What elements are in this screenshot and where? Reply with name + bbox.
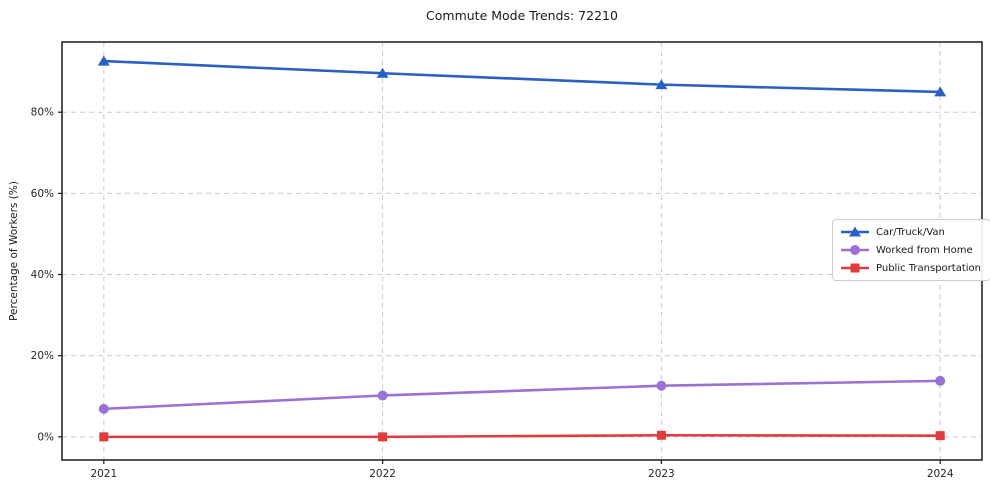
series-marker-worked-from-home <box>98 403 109 414</box>
chart-title: Commute Mode Trends: 72210 <box>426 8 618 23</box>
y-tick-label: 40% <box>31 269 54 281</box>
legend-item-worked-from-home: Worked from Home <box>840 243 981 257</box>
axis-ticks: 2021 2022 2023 2024 0% 20% 40% 60% 80% <box>31 107 954 480</box>
series-marker-car-truck-van <box>934 86 947 97</box>
circle-marker-swatch-icon <box>841 245 869 255</box>
y-tick-label: 20% <box>31 350 54 362</box>
legend: Car/Truck/Van Worked from Home Public Tran… <box>832 219 990 281</box>
triangle-marker-swatch-icon <box>841 226 869 237</box>
y-tick-label: 60% <box>31 188 54 200</box>
series-marker-public-transportation <box>378 432 388 442</box>
series-marker-public-transportation <box>935 431 945 441</box>
series-marker-car-truck-van <box>376 67 389 78</box>
series-marker-public-transportation <box>656 430 666 440</box>
series-lines <box>97 55 947 442</box>
legend-label: Public Transportation <box>876 262 981 274</box>
series-line-worked-from-home <box>102 379 942 411</box>
series-marker-public-transportation <box>99 432 109 442</box>
legend-marker-icon <box>850 245 860 255</box>
legend-item-car-truck-van: Car/Truck/Van <box>840 225 981 239</box>
legend-marker-icon <box>850 263 860 273</box>
x-tick-label: 2021 <box>90 468 117 480</box>
series-marker-worked-from-home <box>656 380 667 391</box>
x-tick-label: 2024 <box>927 468 954 480</box>
series-marker-car-truck-van <box>97 55 110 66</box>
series-marker-worked-from-home <box>377 390 388 401</box>
legend-label: Car/Truck/Van <box>876 226 945 238</box>
series-marker-worked-from-home <box>935 375 946 386</box>
square-marker-swatch-icon <box>841 263 869 273</box>
series-marker-car-truck-van <box>655 79 668 90</box>
series-line-public-transportation <box>102 433 942 439</box>
x-tick-label: 2022 <box>369 468 396 480</box>
series-line-car-truck-van <box>102 59 942 94</box>
legend-marker-icon <box>849 226 861 237</box>
legend-item-public-transportation: Public Transportation <box>840 261 981 275</box>
x-tick-label: 2023 <box>648 468 675 480</box>
y-tick-label: 0% <box>37 431 54 443</box>
y-tick-label: 80% <box>31 107 54 119</box>
legend-label: Worked from Home <box>876 244 973 256</box>
